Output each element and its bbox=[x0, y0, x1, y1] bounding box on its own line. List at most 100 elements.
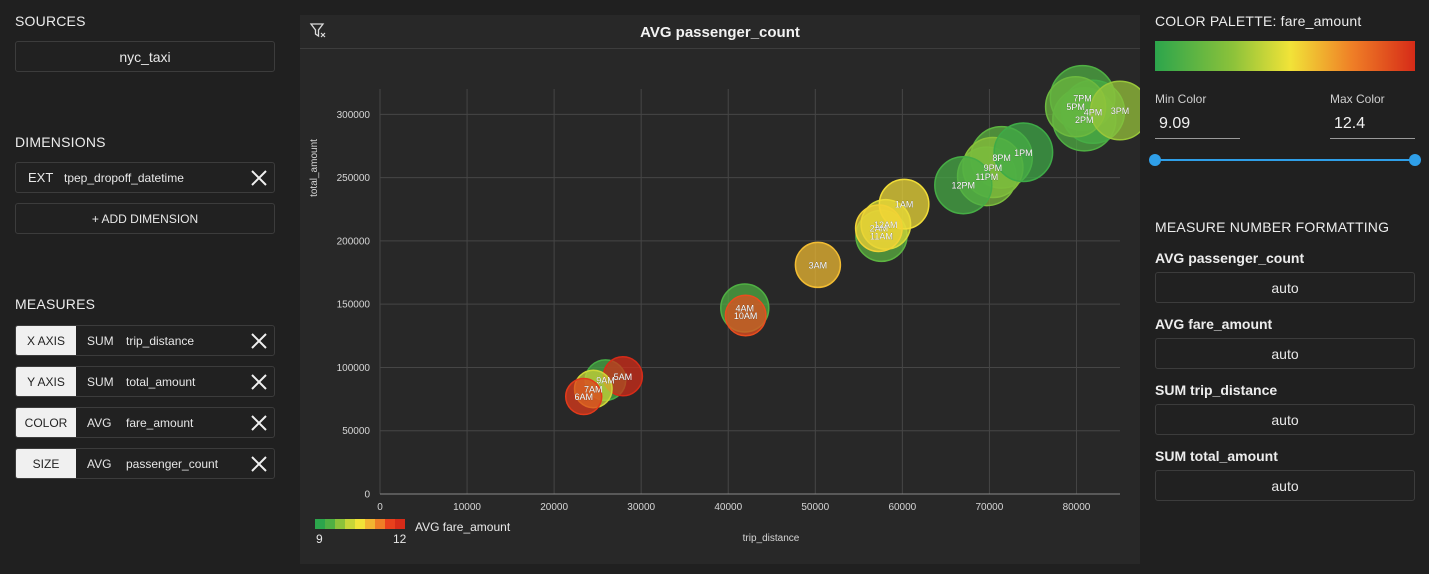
add-dimension-button[interactable]: + ADD DIMENSION bbox=[15, 203, 275, 234]
filter-clear-icon[interactable] bbox=[309, 21, 327, 39]
y-tick-label: 250000 bbox=[337, 173, 371, 184]
bubble[interactable] bbox=[724, 294, 767, 337]
color-gradient-bar bbox=[1155, 41, 1415, 71]
legend-title: AVG fare_amount bbox=[415, 520, 511, 534]
format-input[interactable]: auto bbox=[1155, 404, 1415, 435]
source-item-nyc-taxi[interactable]: nyc_taxi bbox=[15, 41, 275, 72]
close-icon[interactable] bbox=[248, 371, 270, 393]
legend-swatch bbox=[385, 519, 395, 529]
measure-field: total_amount bbox=[126, 374, 196, 389]
legend-swatch bbox=[365, 519, 375, 529]
bubble[interactable] bbox=[854, 204, 903, 253]
color-range-slider-track[interactable] bbox=[1155, 159, 1415, 161]
format-label: AVG passenger_count bbox=[1155, 250, 1305, 266]
x-tick-label: 60000 bbox=[888, 502, 916, 513]
measure-field: trip_distance bbox=[126, 333, 195, 348]
sources-heading: SOURCES bbox=[15, 13, 86, 29]
max-color-value: 12.4 bbox=[1334, 114, 1366, 132]
close-icon[interactable] bbox=[248, 167, 270, 189]
measure-role-x-axis[interactable]: X AXIS bbox=[16, 326, 76, 355]
close-icon[interactable] bbox=[248, 330, 270, 352]
measure-color[interactable]: COLOR AVG fare_amount bbox=[15, 407, 275, 438]
scatter-plot: 0 10000 20000 30000 40000 50000 60000 70000 8000… bbox=[309, 64, 1140, 546]
legend-swatch bbox=[335, 519, 345, 529]
x-tick-label: 0 bbox=[377, 502, 383, 513]
bubble-label: 11AM bbox=[870, 231, 893, 241]
close-icon[interactable] bbox=[248, 412, 270, 434]
y-tick-label: 100000 bbox=[337, 363, 371, 374]
y-tick-label: 0 bbox=[364, 490, 370, 501]
bubble[interactable] bbox=[794, 241, 842, 289]
legend-min-label: 9 bbox=[316, 532, 323, 546]
measure-x-axis[interactable]: X AXIS SUM trip_distance bbox=[15, 325, 275, 356]
min-color-input[interactable]: 9.09 bbox=[1155, 109, 1240, 139]
bubble-label: 4AM bbox=[736, 303, 755, 313]
bubble-label: 9PM bbox=[984, 163, 1003, 173]
measure-agg: SUM bbox=[87, 374, 114, 389]
bubble[interactable] bbox=[1090, 80, 1140, 141]
x-tick-label: 50000 bbox=[801, 502, 829, 513]
measure-role-size[interactable]: SIZE bbox=[16, 449, 76, 478]
dimension-kind: EXT bbox=[28, 170, 54, 185]
bubble-label: 3AM bbox=[809, 260, 828, 270]
bubbles bbox=[564, 64, 1140, 416]
measure-role-y-axis[interactable]: Y AXIS bbox=[16, 367, 76, 396]
measure-size[interactable]: SIZE AVG passenger_count bbox=[15, 448, 275, 479]
legend-swatch bbox=[315, 519, 325, 529]
measure-y-axis[interactable]: Y AXIS SUM total_amount bbox=[15, 366, 275, 397]
measure-role-color[interactable]: COLOR bbox=[16, 408, 76, 437]
measure-agg: AVG bbox=[87, 415, 112, 430]
format-label: SUM trip_distance bbox=[1155, 382, 1278, 398]
measure-field: fare_amount bbox=[126, 415, 194, 430]
format-label: AVG fare_amount bbox=[1155, 316, 1273, 332]
bubble[interactable] bbox=[564, 377, 603, 416]
min-color-value: 9.09 bbox=[1159, 114, 1191, 132]
number-formatting-heading: MEASURE NUMBER FORMATTING bbox=[1155, 219, 1390, 235]
measure-field: passenger_count bbox=[126, 456, 219, 471]
x-tick-label: 40000 bbox=[714, 502, 742, 513]
bubble-label: 7AM bbox=[584, 384, 603, 394]
bubble-label: 4PM bbox=[1084, 107, 1103, 117]
dimension-item[interactable]: EXT tpep_dropoff_datetime bbox=[15, 162, 275, 193]
legend-max-label: 12 bbox=[393, 532, 407, 546]
max-color-label: Max Color bbox=[1330, 92, 1385, 106]
color-range-slider-min-handle[interactable] bbox=[1149, 154, 1161, 166]
max-color-input[interactable]: 12.4 bbox=[1330, 109, 1415, 139]
measures-heading: MEASURES bbox=[15, 296, 96, 312]
bubble[interactable] bbox=[934, 155, 993, 215]
axes: trip_distance total_amount bbox=[309, 139, 800, 544]
format-input[interactable]: auto bbox=[1155, 470, 1415, 501]
close-icon[interactable] bbox=[248, 453, 270, 475]
color-range-slider-max-handle[interactable] bbox=[1409, 154, 1421, 166]
bubble-label: 9AM bbox=[596, 376, 615, 386]
bubble[interactable] bbox=[993, 122, 1054, 183]
format-input[interactable]: auto bbox=[1155, 272, 1415, 303]
bubble-label: 12PM bbox=[952, 181, 976, 191]
legend-swatch bbox=[325, 519, 335, 529]
y-tick-label: 300000 bbox=[337, 110, 371, 121]
color-palette-heading: COLOR PALETTE: fare_amount bbox=[1155, 13, 1362, 29]
bubble-label: 8PM bbox=[992, 153, 1011, 163]
legend-swatch bbox=[395, 519, 405, 529]
bubble-label: 11PM bbox=[975, 172, 998, 182]
bubble-label: 7PM bbox=[1073, 93, 1092, 103]
x-tick-label: 20000 bbox=[540, 502, 568, 513]
bubble-label: 3PM bbox=[1111, 106, 1130, 116]
x-tick-label: 80000 bbox=[1063, 502, 1091, 513]
chart-title: AVG passenger_count bbox=[640, 24, 800, 41]
bubble-label: 12AM bbox=[874, 220, 898, 230]
format-input[interactable]: auto bbox=[1155, 338, 1415, 369]
bubble-label: 2PM bbox=[1075, 115, 1094, 125]
bubble-label: 1AM bbox=[895, 200, 914, 210]
format-label: SUM total_amount bbox=[1155, 448, 1278, 464]
legend-swatches bbox=[315, 519, 405, 529]
legend-swatch bbox=[375, 519, 385, 529]
x-tick-label: 70000 bbox=[976, 502, 1004, 513]
legend-swatch bbox=[345, 519, 355, 529]
chart-divider bbox=[300, 48, 1140, 49]
legend-swatch bbox=[355, 519, 365, 529]
x-tick-label: 10000 bbox=[453, 502, 481, 513]
chart-panel: AVG passenger_count 0 10000 20000 30000 4000… bbox=[300, 15, 1140, 564]
y-tick-label: 150000 bbox=[337, 300, 371, 311]
